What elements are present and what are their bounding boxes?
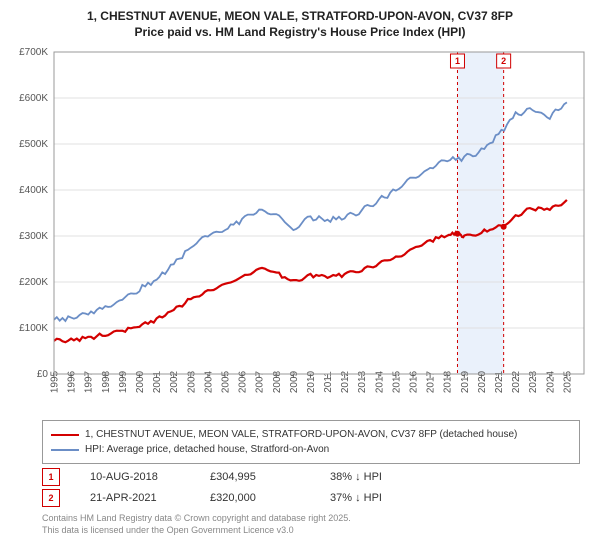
marker-badge-1: 1 [42, 468, 60, 486]
sale-marker-1: 1 10-AUG-2018 £304,995 38% ↓ HPI [42, 468, 580, 486]
legend-swatch-property [51, 434, 79, 436]
legend-swatch-hpi [51, 449, 79, 451]
marker-delta-1: 38% ↓ HPI [330, 471, 420, 483]
footer-line-2: This data is licensed under the Open Gov… [42, 525, 294, 535]
svg-text:£400K: £400K [19, 185, 48, 196]
marker-badge-2: 2 [42, 489, 60, 507]
marker-date-2: 21-APR-2021 [90, 492, 180, 504]
marker-delta-2: 37% ↓ HPI [330, 492, 420, 504]
marker-date-1: 10-AUG-2018 [90, 471, 180, 483]
svg-text:£300K: £300K [19, 231, 48, 242]
footer: Contains HM Land Registry data © Crown c… [42, 513, 580, 536]
marker-price-1: £304,995 [210, 471, 300, 483]
svg-text:£200K: £200K [19, 277, 48, 288]
svg-text:£100K: £100K [19, 323, 48, 334]
svg-text:2: 2 [501, 56, 506, 66]
title-line-1: 1, CHESTNUT AVENUE, MEON VALE, STRATFORD… [87, 9, 513, 23]
svg-text:£700K: £700K [19, 47, 48, 58]
svg-text:£0: £0 [37, 369, 49, 380]
svg-text:£500K: £500K [19, 139, 48, 150]
sale-marker-2: 2 21-APR-2021 £320,000 37% ↓ HPI [42, 489, 580, 507]
svg-text:£600K: £600K [19, 93, 48, 104]
chart-title: 1, CHESTNUT AVENUE, MEON VALE, STRATFORD… [10, 8, 590, 40]
line-chart-svg: £0£100K£200K£300K£400K£500K£600K£700K199… [10, 44, 590, 414]
chart-area: £0£100K£200K£300K£400K£500K£600K£700K199… [10, 44, 590, 414]
legend-item-property: 1, CHESTNUT AVENUE, MEON VALE, STRATFORD… [51, 427, 571, 442]
legend: 1, CHESTNUT AVENUE, MEON VALE, STRATFORD… [42, 420, 580, 464]
legend-item-hpi: HPI: Average price, detached house, Stra… [51, 442, 571, 457]
legend-label-property: 1, CHESTNUT AVENUE, MEON VALE, STRATFORD… [85, 427, 517, 442]
title-line-2: Price paid vs. HM Land Registry's House … [135, 25, 466, 39]
marker-price-2: £320,000 [210, 492, 300, 504]
legend-label-hpi: HPI: Average price, detached house, Stra… [85, 442, 329, 457]
svg-text:1: 1 [455, 56, 460, 66]
footer-line-1: Contains HM Land Registry data © Crown c… [42, 513, 351, 523]
